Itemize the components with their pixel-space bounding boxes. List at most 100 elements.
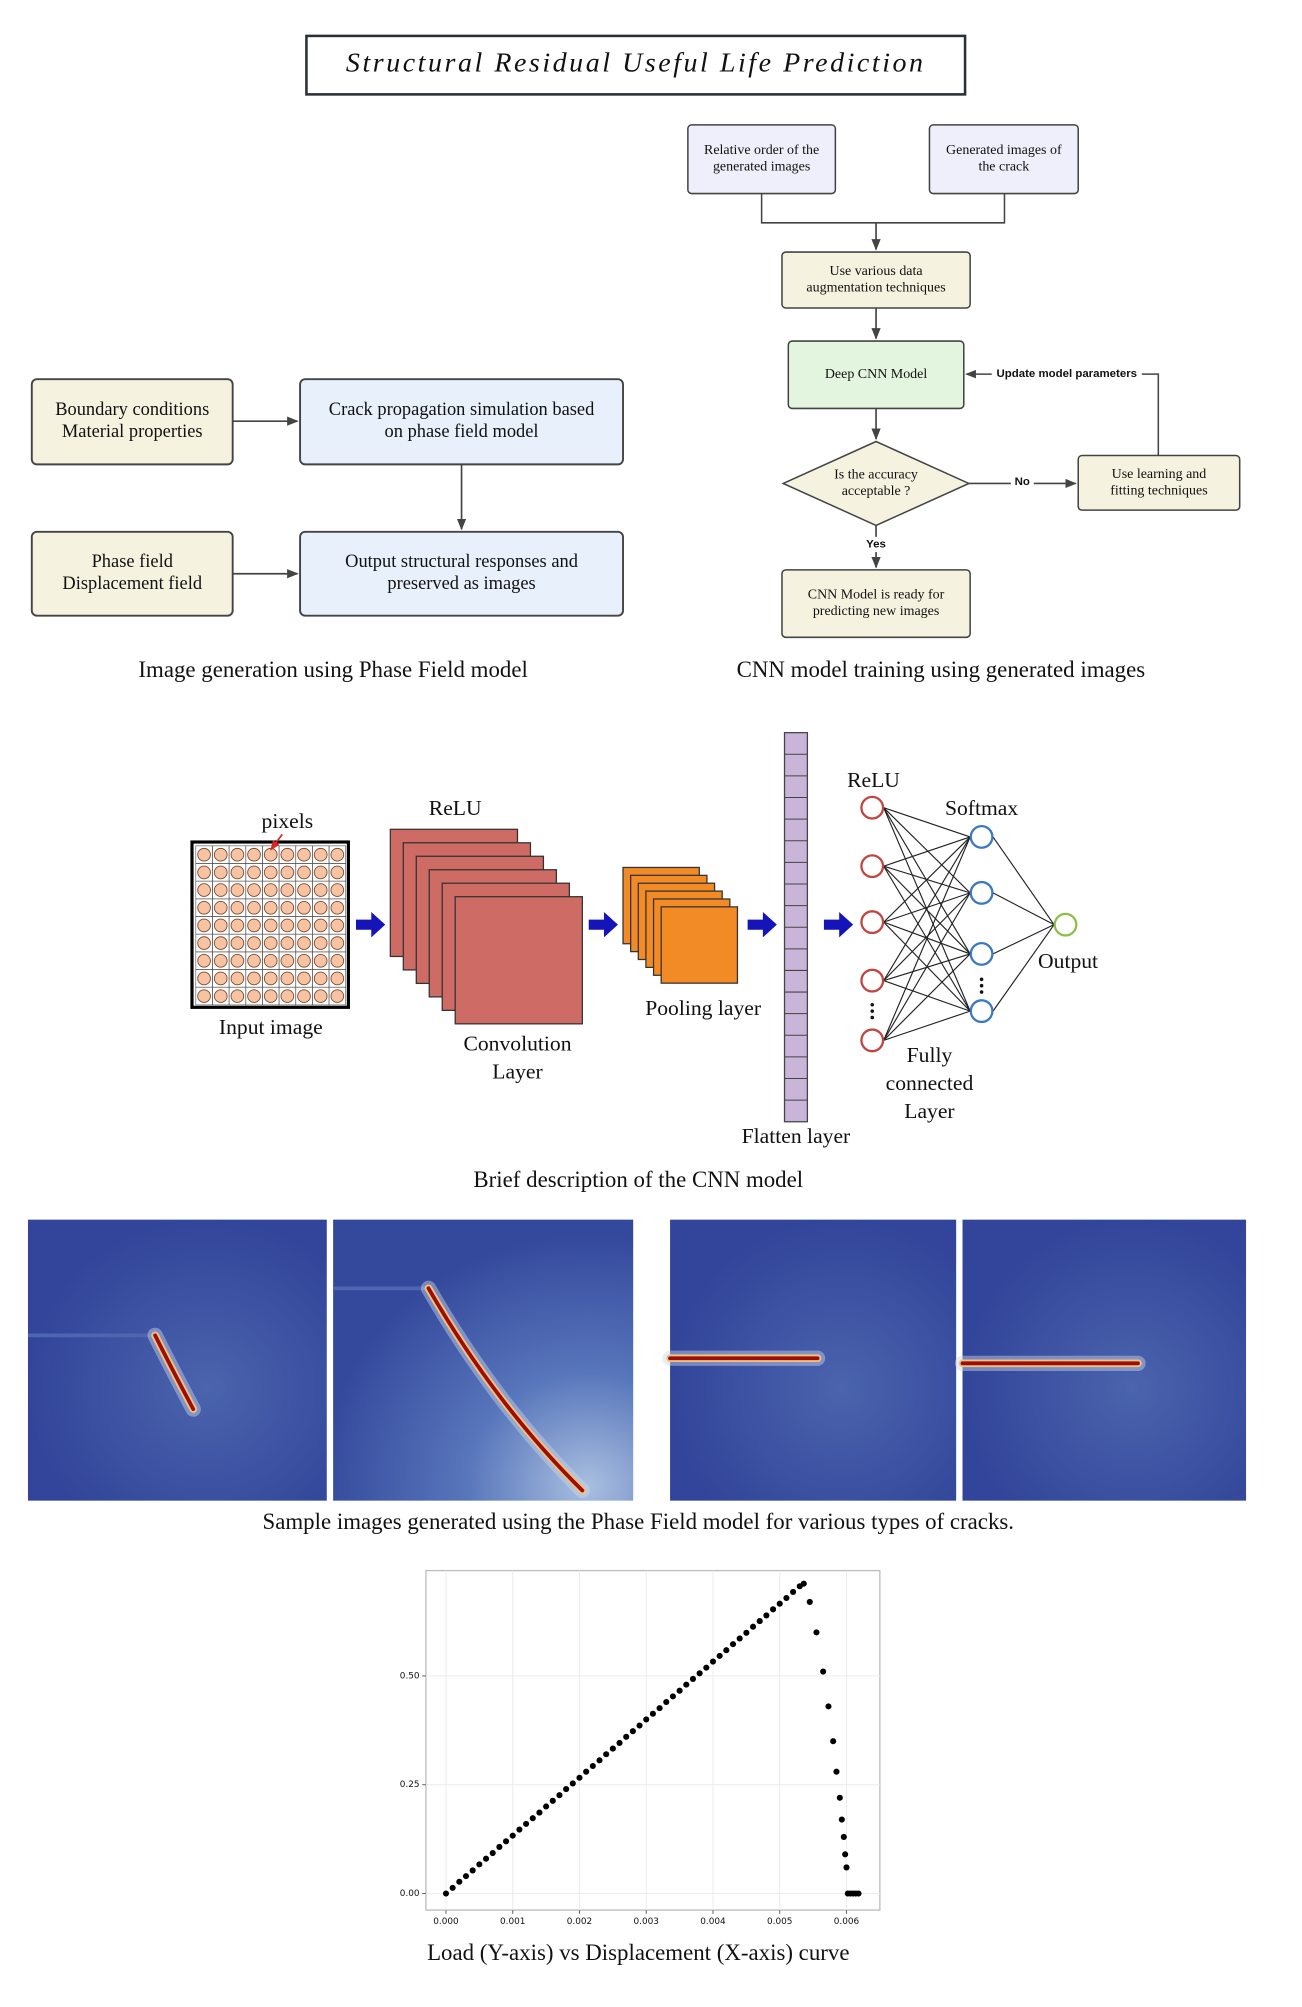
pixel (263, 883, 278, 897)
flow-box-text: Generated images of (946, 143, 1062, 158)
data-point (543, 1803, 550, 1810)
flow-box-text: generated images (713, 160, 810, 175)
flow-box-text: Crack propagation simulation based (329, 399, 595, 419)
data-point (763, 1612, 770, 1619)
caption: Image generation using Phase Field model (138, 657, 527, 682)
pixel (280, 953, 295, 968)
data-point (449, 1884, 456, 1891)
pixel (213, 918, 228, 933)
cnn-label: Layer (492, 1059, 542, 1083)
y-tick-label: 0.25 (400, 1780, 420, 1790)
data-point (569, 1780, 576, 1787)
label-bg (862, 536, 891, 553)
softmax-neuron (969, 824, 994, 849)
x-tick-label: 0.003 (634, 1917, 659, 1927)
connection (883, 892, 971, 923)
flow-connector (760, 193, 1006, 224)
pixel (213, 847, 228, 862)
y-tick-label: 0.00 (400, 1889, 420, 1899)
data-point (838, 1816, 845, 1823)
pixel (263, 918, 278, 933)
ellipsis-dot (870, 1009, 875, 1013)
data-point (833, 1768, 840, 1775)
label-bg (991, 366, 1142, 382)
data-point (563, 1786, 570, 1793)
pixel (213, 900, 228, 915)
pixel (197, 936, 211, 950)
data-point (649, 1710, 656, 1717)
pool-map (660, 906, 739, 984)
data-point (502, 1838, 510, 1845)
label-bg (1010, 475, 1034, 492)
connection (883, 892, 971, 1041)
data-point (523, 1820, 530, 1827)
ellipsis-dot (870, 1002, 875, 1007)
connection (883, 807, 971, 955)
connection (883, 836, 971, 981)
data-point (836, 1794, 843, 1801)
connection (992, 892, 1055, 926)
flow-box-text: Relative order of the (704, 143, 819, 158)
data-point (623, 1733, 630, 1740)
ellipsis-dot (979, 983, 984, 988)
data-point (656, 1705, 663, 1712)
data-point (800, 1580, 807, 1587)
output-neuron (1053, 912, 1078, 937)
pixel (330, 847, 345, 862)
flow-box-text: augmentation techniques (806, 280, 945, 295)
pixel (297, 900, 311, 915)
cnn-label: connected (886, 1071, 974, 1095)
data-point (442, 1890, 450, 1897)
pixel (247, 989, 261, 1003)
data-point (749, 1623, 757, 1630)
x-tick-label: 0.006 (834, 1917, 860, 1927)
data-point (669, 1693, 676, 1700)
data-point (603, 1751, 610, 1758)
pixel (297, 936, 311, 950)
caption: Sample images generated using the Phase … (263, 1509, 1015, 1534)
pixel (197, 971, 211, 986)
edge-label: Update model parameters (997, 368, 1137, 380)
relu-neuron (860, 854, 885, 879)
pixel (197, 900, 211, 915)
flow-box-text: fitting techniques (1110, 483, 1207, 498)
pixel (297, 953, 311, 968)
flow-box-text: CNN Model is ready for (808, 588, 945, 603)
data-point (776, 1600, 783, 1607)
pixel (230, 989, 245, 1003)
pixel (213, 936, 228, 950)
cnn-label: Output (1038, 949, 1098, 973)
pixel (280, 883, 295, 897)
flow-box (781, 569, 971, 639)
data-point (696, 1670, 703, 1677)
pixel (280, 971, 295, 986)
pixel (263, 936, 278, 950)
data-point (813, 1629, 820, 1636)
cnn-label: Fully (907, 1043, 953, 1067)
flow-arrow-blue (356, 911, 386, 938)
pixel (263, 971, 278, 986)
flow-box-text: Use various data (829, 264, 923, 279)
relu-neuron (860, 910, 885, 935)
data-point (830, 1738, 837, 1745)
data-point (536, 1809, 543, 1816)
pixel (313, 918, 328, 933)
cnn-label: pixels (262, 809, 314, 833)
pixel (247, 971, 261, 986)
relu-neuron (860, 968, 885, 993)
pixel (297, 989, 311, 1003)
pixel (230, 936, 245, 950)
pixel (280, 989, 295, 1003)
flow-box-text: Output structural responses and (345, 551, 578, 571)
flow-box-text: preserved as images (387, 573, 535, 593)
crack (153, 1333, 196, 1412)
pixel (280, 900, 295, 915)
pixel (313, 900, 328, 915)
pixel (313, 971, 328, 986)
data-point (663, 1698, 670, 1706)
data-point (583, 1768, 590, 1775)
data-point (790, 1588, 797, 1595)
data-point (549, 1797, 556, 1804)
ellipsis-dot (870, 1015, 875, 1020)
x-tick-label: 0.005 (767, 1917, 792, 1927)
